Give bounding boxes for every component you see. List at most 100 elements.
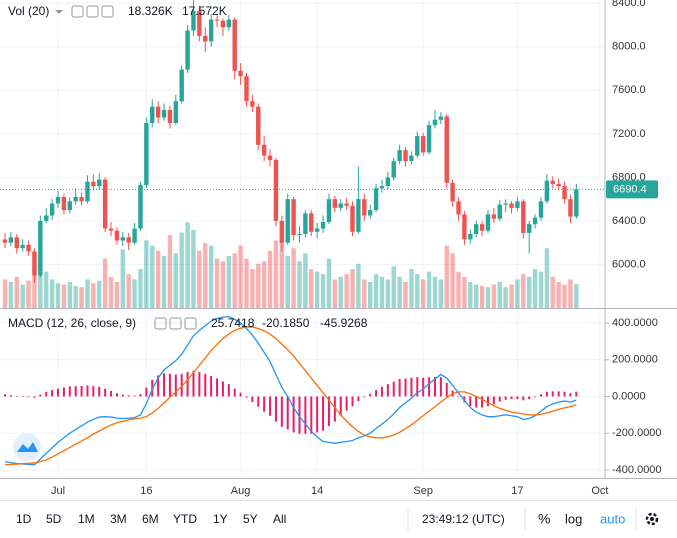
candle-body [55,196,61,204]
histogram-bar [539,394,542,397]
volume-bar [108,276,114,308]
volume-bar [491,284,497,308]
range-button[interactable]: 6M [142,512,159,526]
volume-bar [73,285,78,308]
range-button[interactable]: 1M [78,512,95,526]
volume-bar [426,271,432,308]
volume-bar [79,287,84,308]
volume-bar [332,279,338,308]
volume-bar [161,256,167,308]
auto-toggle[interactable]: auto [600,511,625,526]
candle-body [279,220,285,243]
histogram-bar [545,391,548,397]
candle-body [397,150,402,162]
candle-body [562,186,567,200]
volume-bar [503,287,508,308]
histogram-bar [575,391,578,397]
histogram-bar [304,396,307,434]
range-button[interactable]: 5D [46,512,62,526]
candle-body [232,19,237,71]
histogram-bar [245,396,248,398]
candle-body [420,136,426,153]
time-tick-label: Sep [413,485,433,497]
visibility-icon[interactable] [154,317,167,330]
histogram-bar [139,394,142,397]
candle-body [138,185,143,229]
range-button[interactable]: All [273,512,286,526]
histogram-bar [4,394,6,397]
candle-body [73,196,78,202]
volume-bar [415,274,420,308]
volume-bar [244,258,249,308]
histogram-bar [386,384,389,397]
settings-icon[interactable] [169,317,182,330]
histogram-bar [263,396,266,412]
histogram-bar [62,387,65,397]
histogram-bar [163,373,166,397]
visibility-icon[interactable] [71,5,84,18]
collapse-icon[interactable] [55,10,63,14]
histogram-bar [339,396,342,416]
logo[interactable] [13,433,41,461]
histogram-bar [280,396,283,427]
volume-bar [138,269,143,308]
candle-body [326,199,332,223]
percent-toggle[interactable]: % [538,511,550,527]
range-button[interactable]: 1Y [213,512,228,526]
volume-bar [462,276,467,308]
volume-bar [538,271,544,308]
settings-icon[interactable] [86,5,99,18]
histogram-bar [510,396,513,400]
histogram-bar [392,381,395,397]
candle-body [485,214,491,231]
volume-bar [91,283,96,308]
volume-bar [256,263,261,308]
volume-bar [232,253,237,308]
histogram-bar [327,396,330,427]
candle-body [179,69,184,102]
histogram-bar [316,396,319,433]
remove-icon[interactable] [101,5,114,18]
candle-body [226,19,232,28]
settings-gear[interactable] [645,512,659,526]
range-button[interactable]: 3M [110,512,127,526]
candle-body [544,180,550,202]
range-button[interactable]: YTD [173,512,197,526]
histogram-bar [345,396,348,411]
candle-body [432,119,438,126]
candle-body [438,116,444,120]
log-toggle[interactable]: log [565,511,582,526]
candle-body [8,237,14,243]
remove-icon[interactable] [184,317,197,330]
histogram-bar [74,386,77,397]
volume-bar [61,284,67,308]
macd-tick-label: -400.0000 [612,464,662,476]
candle-body [79,196,84,202]
range-button[interactable]: 5Y [243,512,258,526]
range-button[interactable]: 1D [16,512,32,526]
volume-bar [356,263,361,308]
candle-body [132,228,137,243]
histogram-bar [428,377,431,397]
candle-body [20,244,25,249]
volume-bar [179,232,184,308]
time-tick-label: 17 [511,485,523,497]
histogram-bar [380,386,383,397]
candle-body [515,201,520,208]
histogram-bar [157,375,160,397]
histogram-bar [239,392,242,397]
candle-body [256,106,261,145]
histogram-bar [98,386,101,397]
histogram-bar [127,395,130,397]
volume-bar [197,250,202,308]
candle-body [426,125,432,153]
volume-bar [344,274,349,308]
histogram-bar [551,391,554,397]
histogram-bar [475,396,478,408]
candle-body [309,213,314,232]
candle-body [144,122,149,186]
candle-body [114,230,120,241]
candle-body [267,155,273,160]
histogram-bar [221,381,224,397]
histogram-bar [569,393,572,397]
